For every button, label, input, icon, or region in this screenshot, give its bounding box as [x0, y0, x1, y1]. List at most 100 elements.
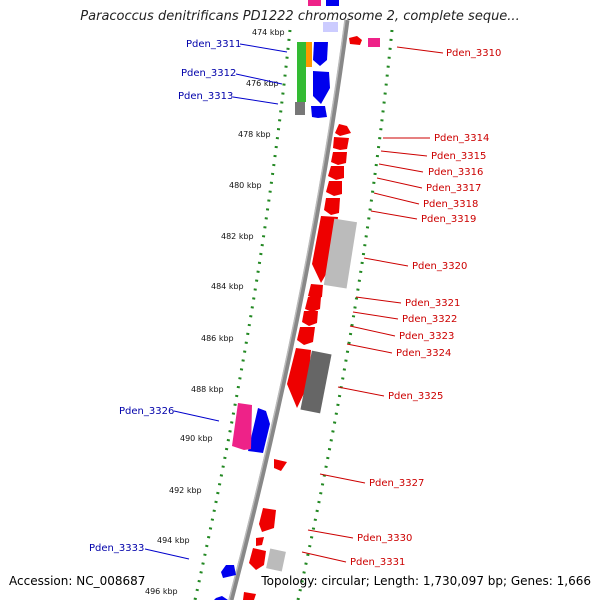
accession-text: Accession: NC_008687	[9, 574, 146, 588]
gene-pden-3326-cog-pink[interactable]	[232, 403, 252, 450]
gene-pden-3324[interactable]	[297, 327, 315, 345]
leader-line	[380, 150, 428, 157]
tick-label: 484 kbp	[211, 282, 244, 291]
gene-partial-pink[interactable]	[308, 0, 321, 6]
gene-pden-3314[interactable]	[335, 124, 351, 136]
gene-pden-3317[interactable]	[328, 166, 344, 180]
chromosome-backbone	[228, 19, 350, 600]
gene-pden-3319[interactable]	[324, 198, 340, 215]
gene-pden-3311[interactable]	[313, 42, 328, 66]
gene-label-pden-3327[interactable]: Pden_3327	[369, 478, 424, 489]
left-tick-track	[193, 29, 292, 600]
gene-label-pden-3326[interactable]: Pden_3326	[119, 406, 174, 417]
map-title: Paracoccus denitrificans PD1222 chromoso…	[80, 9, 520, 24]
left-gene-labels: Pden_3311 Pden_3312 Pden_3313 Pden_3326 …	[89, 39, 241, 554]
gene-label-pden-3333[interactable]: Pden_3333	[89, 543, 144, 554]
gene-pden-3318[interactable]	[326, 181, 342, 196]
gene-pden-3312-cog-green[interactable]	[297, 42, 306, 102]
leader-line	[301, 551, 347, 563]
gene-pden-3330[interactable]	[259, 508, 276, 532]
gene-label-pden-3324[interactable]: Pden_3324	[396, 348, 451, 359]
left-leader-lines	[144, 43, 288, 560]
gene-pden-3316[interactable]	[331, 152, 347, 165]
leader-line	[355, 296, 402, 304]
gene-label-pden-3320[interactable]: Pden_3320	[412, 261, 467, 272]
leader-line	[363, 257, 409, 267]
leader-line	[346, 343, 393, 354]
leader-line	[349, 325, 396, 337]
leader-line	[370, 210, 418, 220]
gene-label-pden-3314[interactable]: Pden_3314	[434, 133, 489, 144]
tick-label: 482 kbp	[221, 232, 254, 241]
gene-label-pden-3318[interactable]: Pden_3318	[423, 199, 478, 210]
gene-pden-3323[interactable]	[302, 311, 318, 326]
gene-label-pden-3319[interactable]: Pden_3319	[421, 214, 476, 225]
tick-label: 486 kbp	[201, 334, 234, 343]
tick-label: 492 kbp	[169, 486, 202, 495]
gene-label-pden-3325[interactable]: Pden_3325	[388, 391, 443, 402]
gene-pden-3315[interactable]	[333, 137, 349, 150]
leader-line	[337, 386, 385, 397]
chromosome-backbone-highlight	[228, 19, 346, 600]
gene-label-pden-3323[interactable]: Pden_3323	[399, 331, 454, 342]
leader-line	[144, 548, 190, 560]
right-leader-lines	[301, 46, 444, 563]
gene-pden-3331-cog-lightgray[interactable]	[266, 548, 286, 572]
gene-pden-3331[interactable]	[256, 537, 264, 546]
gene-label-pden-3315[interactable]: Pden_3315	[431, 151, 486, 162]
genome-summary-text: Topology: circular; Length: 1,730,097 bp…	[261, 574, 591, 588]
tick-label: 476 kbp	[246, 79, 279, 88]
gene-pden-3320[interactable]	[312, 216, 338, 283]
gene-partial-blue-bottom[interactable]	[214, 596, 228, 600]
gene-partial-red-bottom[interactable]	[243, 592, 256, 600]
gene-pden-3327[interactable]	[274, 459, 287, 471]
tick-label: 496 kbp	[145, 587, 178, 596]
gene-pden-3311-cog-orange[interactable]	[306, 42, 312, 67]
gene-pden-3321[interactable]	[308, 284, 323, 299]
leader-line	[376, 177, 423, 189]
gene-pden-3313-cog-gray[interactable]	[295, 102, 305, 115]
leader-line	[173, 410, 220, 422]
tick-labels: 474 kbp 476 kbp 478 kbp 480 kbp 482 kbp …	[145, 28, 285, 596]
gene-pden-3310-cog-pink[interactable]	[368, 38, 380, 47]
gene-pden-3326[interactable]	[248, 408, 270, 453]
gene-pden-3331-b[interactable]	[249, 548, 266, 570]
gene-pden-3325[interactable]	[287, 348, 311, 408]
tick-label: 478 kbp	[238, 130, 271, 139]
reverse-genes	[243, 36, 380, 600]
leader-line	[232, 96, 279, 105]
gene-label-pden-3312[interactable]: Pden_3312	[181, 68, 236, 79]
forward-genes	[214, 42, 330, 600]
gene-pden-3333[interactable]	[221, 565, 236, 578]
leader-line	[378, 163, 424, 173]
tick-label: 494 kbp	[157, 536, 190, 545]
gene-label-pden-3313[interactable]: Pden_3313	[178, 91, 233, 102]
gene-label-pden-3311[interactable]: Pden_3311	[186, 39, 241, 50]
gene-label-pden-3322[interactable]: Pden_3322	[402, 314, 457, 325]
leader-line	[239, 43, 288, 53]
gene-pden-3325-cog-gray[interactable]	[300, 350, 332, 414]
gene-label-pden-3321[interactable]: Pden_3321	[405, 298, 460, 309]
gene-pden-3313[interactable]	[311, 106, 327, 118]
tick-label: 488 kbp	[191, 385, 224, 394]
gene-pden-3322[interactable]	[305, 297, 321, 312]
gene-pden-3320-cog-gray[interactable]	[323, 218, 358, 289]
gene-label-pden-3317[interactable]: Pden_3317	[426, 183, 481, 194]
gene-label-pden-3310[interactable]: Pden_3310	[446, 48, 501, 59]
gene-label-pden-3330[interactable]: Pden_3330	[357, 533, 412, 544]
leader-line	[235, 73, 283, 85]
gene-pden-3312[interactable]	[313, 71, 330, 104]
gene-label-pden-3316[interactable]: Pden_3316	[428, 167, 483, 178]
right-gene-labels: Pden_3310 Pden_3314 Pden_3315 Pden_3316 …	[350, 48, 501, 568]
gene-partial-lavender[interactable]	[323, 22, 338, 32]
gene-partial-blue[interactable]	[326, 0, 339, 6]
tick-label: 480 kbp	[229, 181, 262, 190]
leader-line	[307, 529, 354, 539]
tick-label: 490 kbp	[180, 434, 213, 443]
gene-label-pden-3331[interactable]: Pden_3331	[350, 557, 405, 568]
right-tick-track	[296, 29, 394, 600]
leader-line	[319, 473, 366, 484]
gene-pden-3310[interactable]	[349, 36, 362, 45]
